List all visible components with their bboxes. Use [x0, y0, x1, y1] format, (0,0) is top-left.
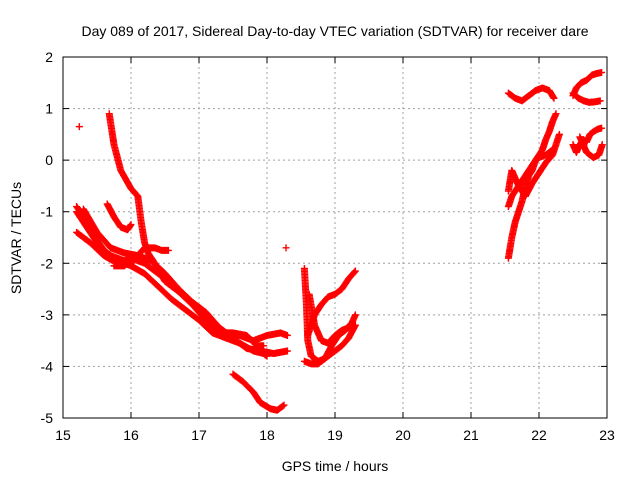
data-point — [598, 68, 606, 76]
data-point — [351, 311, 359, 319]
data-point — [598, 124, 606, 132]
data-point — [127, 221, 135, 229]
data-point — [596, 97, 604, 105]
y-tick-labels: 2 1 0 -1 -2 -3 -4 -5 — [41, 49, 54, 426]
data-point — [282, 244, 290, 252]
x-tick-label: 19 — [327, 427, 343, 443]
y-tick-label: 0 — [45, 152, 53, 168]
data-point — [345, 324, 353, 332]
y-tick-label: -2 — [41, 255, 54, 271]
data-point — [555, 130, 563, 138]
chart-title: Day 089 of 2017, Sidereal Day-to-day VTE… — [81, 23, 588, 39]
x-tick-labels: 15 16 17 18 19 20 21 22 23 — [55, 427, 615, 443]
data-point — [351, 267, 359, 275]
y-tick-label: -5 — [41, 410, 54, 426]
axis-ticks — [62, 56, 608, 419]
series-pt-08 — [110, 244, 172, 270]
data-point — [75, 123, 83, 131]
series-pt-01 — [75, 123, 83, 131]
x-axis-label: GPS time / hours — [282, 458, 389, 474]
data-point — [279, 402, 287, 410]
series-pt-05 — [79, 205, 291, 358]
data-point — [351, 268, 359, 276]
data-point — [351, 321, 359, 329]
series-pt-09 — [229, 370, 288, 414]
x-tick-label: 18 — [259, 427, 275, 443]
series-pt-21 — [569, 124, 606, 156]
x-tick-label: 17 — [191, 427, 207, 443]
data-point — [552, 110, 560, 118]
x-tick-label: 20 — [395, 427, 411, 443]
data-point — [598, 141, 606, 149]
x-tick-label: 22 — [531, 427, 547, 443]
x-tick-label: 23 — [599, 427, 615, 443]
y-tick-label: -4 — [41, 358, 54, 374]
x-tick-label: 16 — [123, 427, 139, 443]
series-pt-20 — [569, 89, 604, 106]
y-tick-label: 1 — [45, 101, 53, 117]
x-tick-label: 15 — [55, 427, 71, 443]
data-point — [260, 342, 268, 350]
data-point — [550, 94, 558, 102]
data-point — [164, 246, 172, 254]
data-point — [283, 331, 291, 339]
data-point — [283, 347, 291, 355]
series-pt-10 — [282, 244, 290, 252]
y-axis-label: SDTVAR / TECUs — [8, 182, 24, 294]
x-tick-label: 21 — [463, 427, 479, 443]
y-tick-label: 2 — [45, 49, 53, 65]
series-pt-22 — [576, 133, 606, 162]
series-pt-17 — [504, 130, 563, 200]
grid-lines — [63, 57, 607, 418]
series-pt-07 — [103, 200, 135, 234]
series-pt-12 — [300, 321, 359, 368]
y-tick-label: -3 — [41, 307, 54, 323]
data-points — [73, 68, 606, 414]
series-pt-18 — [504, 84, 558, 105]
series-pt-14 — [305, 290, 353, 347]
y-tick-label: -1 — [41, 204, 54, 220]
data-point — [280, 401, 288, 409]
